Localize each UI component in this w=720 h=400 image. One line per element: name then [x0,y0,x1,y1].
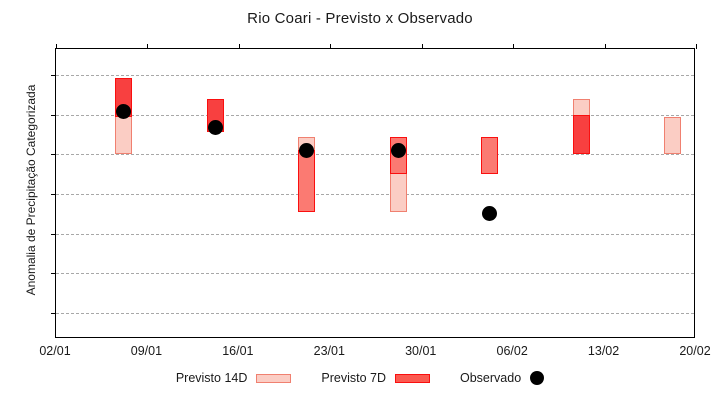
legend-item: Previsto 14D [176,371,292,385]
x-tick-label: 23/01 [313,344,345,358]
gridline-y [56,74,694,76]
gridline-y [56,233,694,235]
legend-item-label: Previsto 14D [175,371,248,385]
x-tick-label: 13/02 [587,344,620,358]
previsto-7d-bar [481,137,499,175]
observado-point [207,119,223,135]
chart-legend: Previsto 14D Previsto 7D Observado [0,371,720,385]
observado-point [390,142,406,158]
y-tick-mark [51,273,56,275]
y-tick-mark [51,74,56,76]
plot-area: 3210-1-2-3 [51,44,697,338]
observado-point [299,142,315,158]
gridline-y [56,114,694,116]
legend-item: Previsto 7D [321,371,430,385]
y-tick-mark [51,194,56,195]
x-tick-mark [147,44,149,49]
previsto-7d-bar [298,150,316,212]
y-tick-mark [51,233,56,235]
gridline-y [56,313,694,315]
observado-point [116,104,132,120]
gridline-y [56,154,694,156]
x-tick-mark [238,44,240,49]
previsto-7d-bar [572,114,590,155]
y-axis-label: Anomalia de Precipitação Categorizada [24,84,38,296]
legend-light-bar-icon [256,373,292,383]
gridline-y [56,273,694,275]
x-tick-label: 06/02 [496,344,528,358]
x-tick-mark [56,44,57,49]
previsto-14d-bar [663,117,681,155]
legend-item-label: Observado [460,371,522,385]
legend-item: Observado [460,371,545,385]
x-tick-mark [421,44,423,49]
chart-title: Rio Coari - Previsto x Observado [247,10,473,27]
x-tick-mark [330,44,332,49]
legend-dark-bar-icon [395,373,430,383]
x-tick-label: 02/01 [39,344,71,358]
x-tick-label: 09/01 [130,344,163,358]
legend-dot-icon [530,371,545,385]
legend-item-label: Previsto 7D [321,371,386,385]
y-tick-mark [51,313,56,315]
gridline-y [56,194,694,195]
x-tick-mark [513,44,515,49]
observado-point [482,206,498,222]
x-tick-label: 16/01 [222,344,254,358]
x-tick-label: 20/02 [679,344,711,358]
x-tick-mark [696,44,697,49]
y-tick-mark [51,154,56,156]
y-tick-mark [51,114,56,116]
x-tick-label: 30/01 [405,344,437,358]
x-tick-mark [604,44,606,49]
